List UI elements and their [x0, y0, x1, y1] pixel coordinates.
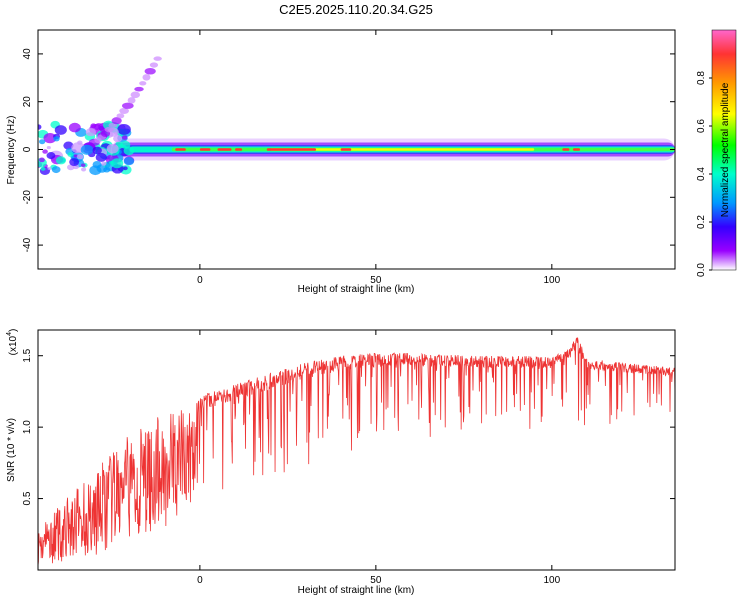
spectrogram-y-tick-label: -40	[22, 237, 33, 252]
rising-track-blob	[144, 67, 156, 75]
spectrogram-x-label: Height of straight line (km)	[298, 284, 415, 295]
snr-frame	[37, 329, 676, 571]
colorbar-ticks: 0.0 0.2 0.4 0.6 0.8	[696, 71, 712, 277]
spectrogram-heatmap	[38, 56, 675, 176]
rising-track-blob	[127, 97, 136, 104]
snr-y-tick-label: 0.5	[22, 491, 33, 505]
spectrogram-blob	[76, 154, 84, 160]
snr-y-tick-label: 1.5	[22, 348, 33, 362]
colorbar-tick-label: 0.6	[696, 119, 707, 133]
spectrogram-x-ticks: 0 50 100	[197, 30, 561, 286]
spectrogram-blob	[81, 167, 87, 172]
snr-multiplier-exp: 4	[6, 332, 13, 336]
spectrogram-blob	[121, 135, 128, 140]
band-hotspot	[562, 148, 570, 151]
rising-track-blob	[130, 91, 141, 99]
spectrogram-blob	[47, 166, 52, 171]
band-hotspot	[175, 148, 186, 151]
svg-text:(x104): (x104)	[6, 329, 19, 356]
colorbar-gradient	[711, 29, 737, 271]
snr-series-line	[38, 337, 675, 566]
snr-x-tick-label: 0	[197, 575, 203, 586]
spectrogram-blob	[69, 158, 80, 167]
spectrogram-blob	[68, 122, 81, 133]
spectrogram-blob	[101, 161, 107, 166]
snr-multiplier-base: (x10	[8, 335, 19, 355]
colorbar: 0.0 0.2 0.4 0.6 0.8 Normalized spectral ampl…	[696, 29, 737, 277]
colorbar-tick-label: 0.0	[696, 263, 707, 277]
colorbar-tick-label: 0.2	[696, 215, 707, 229]
figure-title: C2E5.2025.110.20.34.G25	[279, 2, 433, 17]
spectrogram-blob	[46, 146, 51, 150]
rising-track-blob	[142, 74, 151, 81]
spectrogram-x-tick-label: 100	[543, 275, 560, 286]
snr-y-label: SNR (10 * v/v)	[6, 418, 17, 482]
spectrogram-x-tick-label: 0	[197, 275, 203, 286]
spectrogram-blob	[80, 163, 86, 168]
spectrogram-blob	[51, 166, 61, 174]
spectrogram-blob	[123, 157, 135, 166]
spectrogram-panel: 0 50 100 40 20 0 -20 -40 Height of straight li…	[6, 29, 676, 295]
spectrogram-blob	[55, 156, 67, 165]
spectrogram-blob	[89, 165, 102, 176]
snr-x-tick-label: 100	[543, 575, 560, 586]
rising-track-blob	[119, 107, 129, 115]
band-hotspot	[572, 148, 580, 151]
band-hotspot	[235, 148, 243, 151]
rising-track-blob	[134, 86, 144, 92]
spectrogram-blob	[90, 123, 97, 129]
spectrogram-blob	[46, 152, 56, 160]
spectrogram-blob	[122, 166, 128, 171]
band-hotspot	[199, 148, 211, 151]
rising-track-blob	[139, 81, 147, 86]
colorbar-label: Normalized spectral amplitude	[720, 82, 731, 217]
spectrogram-blob	[63, 141, 74, 150]
spectrogram-blob	[67, 152, 74, 157]
spectrogram-blob	[120, 140, 131, 149]
spectrogram-y-ticks: 40 20 0 -20 -40	[22, 48, 675, 252]
rising-track-blob	[122, 102, 134, 109]
band-yellow	[270, 148, 535, 151]
band-hotspot	[266, 148, 317, 151]
snr-y-ticks: 0.5 1.0 1.5	[22, 348, 675, 506]
spectrogram-y-tick-label: 20	[22, 96, 33, 108]
spectrogram-blob	[40, 166, 46, 171]
spectrogram-y-tick-label: 0	[22, 146, 33, 152]
rising-track-blob	[153, 56, 162, 61]
spectrogram-blob	[85, 128, 96, 137]
snr-x-ticks: 0 50 100	[197, 330, 561, 586]
colorbar-tick-label: 0.8	[696, 71, 707, 85]
band-hotspot	[340, 148, 352, 151]
spectrogram-y-label: Frequency (Hz)	[6, 116, 17, 185]
spectrogram-blob	[38, 157, 45, 163]
spectrogram-blob	[54, 125, 67, 135]
snr-panel: (x104) 0 50 100 0.5 1.0 1.5 Height of straig…	[6, 329, 676, 596]
spectrogram-blob	[39, 139, 46, 145]
snr-y-tick-label: 1.0	[22, 420, 33, 434]
snr-multiplier: (x104)	[6, 329, 19, 356]
spectrogram-blob	[43, 132, 57, 144]
snr-x-label: Height of straight line (km)	[298, 585, 415, 596]
band-hotspot	[217, 148, 232, 151]
colorbar-tick-label: 0.4	[696, 167, 707, 181]
spectrogram-blob	[106, 143, 119, 154]
spectrogram-blob	[53, 136, 60, 142]
spectrogram-blob	[113, 134, 123, 143]
rising-track-blob	[149, 62, 159, 68]
spectrogram-y-tick-label: 40	[22, 48, 33, 60]
spectrogram-blob	[42, 149, 48, 154]
spectrogram-blob	[80, 144, 94, 155]
spectrogram-blob	[110, 158, 124, 169]
spectrogram-y-tick-label: -20	[22, 190, 33, 205]
spectrogram-blob	[38, 124, 42, 130]
spectrogram-blob	[95, 152, 107, 162]
rising-track-blob	[116, 113, 125, 119]
spectrogram-x-tick-label: 50	[370, 275, 382, 286]
spectrogram-blob	[92, 146, 102, 155]
spectrogram-blob	[117, 124, 131, 135]
snr-x-tick-label: 50	[370, 575, 382, 586]
rising-track-blob	[111, 117, 122, 125]
rising-track-blob	[104, 126, 114, 133]
